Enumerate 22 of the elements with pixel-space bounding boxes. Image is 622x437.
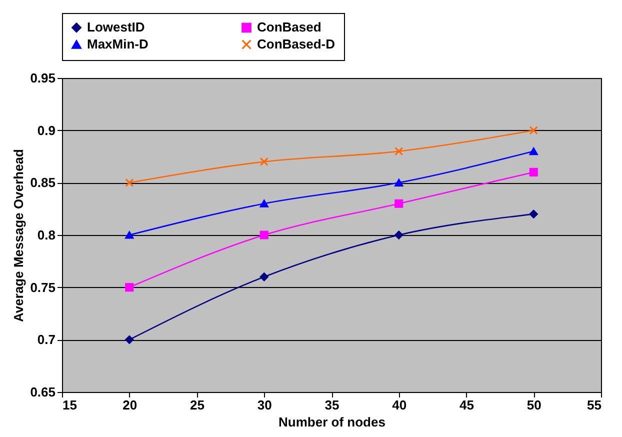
x-tick-label: 55: [587, 398, 602, 412]
legend-label: LowestID: [87, 20, 145, 35]
x-tick-label: 30: [257, 398, 272, 412]
legend-label: MaxMin-D: [87, 36, 148, 52]
y-axis-title: Average Message Overhead: [11, 148, 26, 322]
legend-label: ConBased-D: [257, 36, 336, 52]
x-tick-label: 35: [324, 398, 340, 412]
y-tick-label: 0.65: [30, 384, 56, 400]
x-tick-label: 20: [122, 398, 138, 412]
y-tick-label: 0.75: [30, 280, 56, 295]
x-tick-label: 15: [62, 398, 77, 412]
x-tick-label: 50: [526, 398, 542, 412]
x-tick-label: 25: [190, 398, 204, 412]
y-tick-label: 0.9: [37, 122, 56, 138]
y-tick-label: 0.85: [30, 175, 56, 190]
y-tick-label: 0.7: [37, 332, 56, 348]
y-tick-label: 0.8: [37, 228, 56, 242]
y-tick-label: 0.95: [30, 70, 56, 86]
x-tick-label: 40: [392, 398, 407, 412]
x-axis-title: Number of nodes: [278, 414, 386, 430]
legend-label: ConBased: [257, 20, 322, 35]
x-tick-label: 45: [460, 398, 474, 412]
